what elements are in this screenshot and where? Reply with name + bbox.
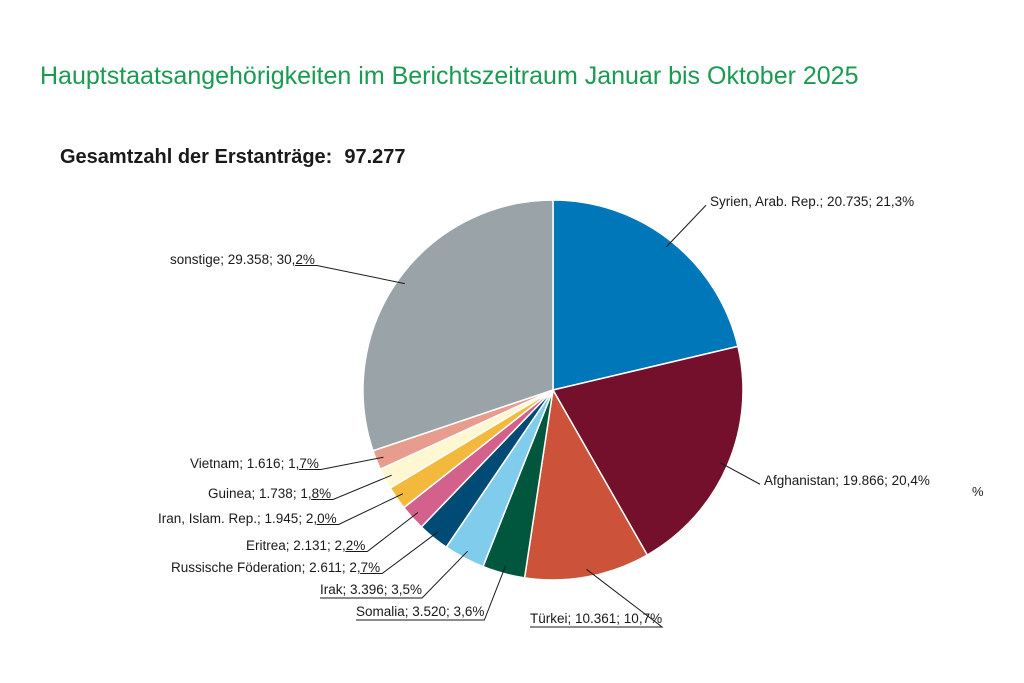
slice-label-8: Iran, Islam. Rep.; 1.945; 2,0% (158, 511, 337, 526)
leader-line-6 (360, 531, 439, 574)
pie-slice-1 (552, 199, 739, 391)
leader-line-5 (320, 550, 468, 599)
leader-line-1 (665, 204, 707, 248)
slice-label-11: sonstige; 29.358; 30,2% (170, 252, 315, 267)
pie-slices (362, 199, 744, 581)
pie-slice-11 (362, 199, 554, 452)
slice-label-5: Irak; 3.396; 3,5% (320, 582, 422, 597)
slice-label-4: Somalia; 3.520; 3,6% (356, 604, 484, 619)
total-line: Gesamtzahl der Erstanträge: 97.277 (60, 146, 406, 169)
pie-slice-3 (523, 387, 649, 581)
pie-slice-2 (551, 345, 744, 556)
slice-label-10: Vietnam; 1.616; 1,7% (190, 456, 319, 471)
slice-label-1: Syrien, Arab. Rep.; 20.735; 21,3% (710, 194, 914, 209)
slice-label-9: Guinea; 1.738; 1,8% (208, 486, 331, 501)
leader-lines (294, 204, 761, 628)
leader-line-11 (294, 265, 405, 285)
chart-title: Hauptstaatsangehörigkeiten im Berichtsze… (40, 62, 859, 90)
slice-labels: Syrien, Arab. Rep.; 20.735; 21,3% Afghani… (158, 194, 930, 626)
leader-line-9 (311, 474, 392, 500)
total-label: Gesamtzahl der Erstanträge: (60, 146, 333, 168)
leader-line-4 (356, 565, 506, 621)
leader-line-7 (345, 512, 419, 552)
slice-label-3: Türkei; 10.361; 10,7% (530, 611, 662, 626)
slice-label-7: Eritrea; 2.131; 2,2% (246, 538, 365, 553)
slice-label-6: Russische Föderation; 2.611; 2,7% (171, 560, 380, 575)
leader-line-2 (720, 462, 761, 485)
leader-line-8 (316, 493, 404, 525)
slice-label-2: Afghanistan; 19.866; 20,4% (764, 473, 930, 488)
stray-percent-fragment: % (972, 484, 984, 499)
total-value: 97.277 (344, 146, 406, 168)
leader-line-10 (298, 456, 384, 470)
leader-line-3 (530, 568, 664, 628)
